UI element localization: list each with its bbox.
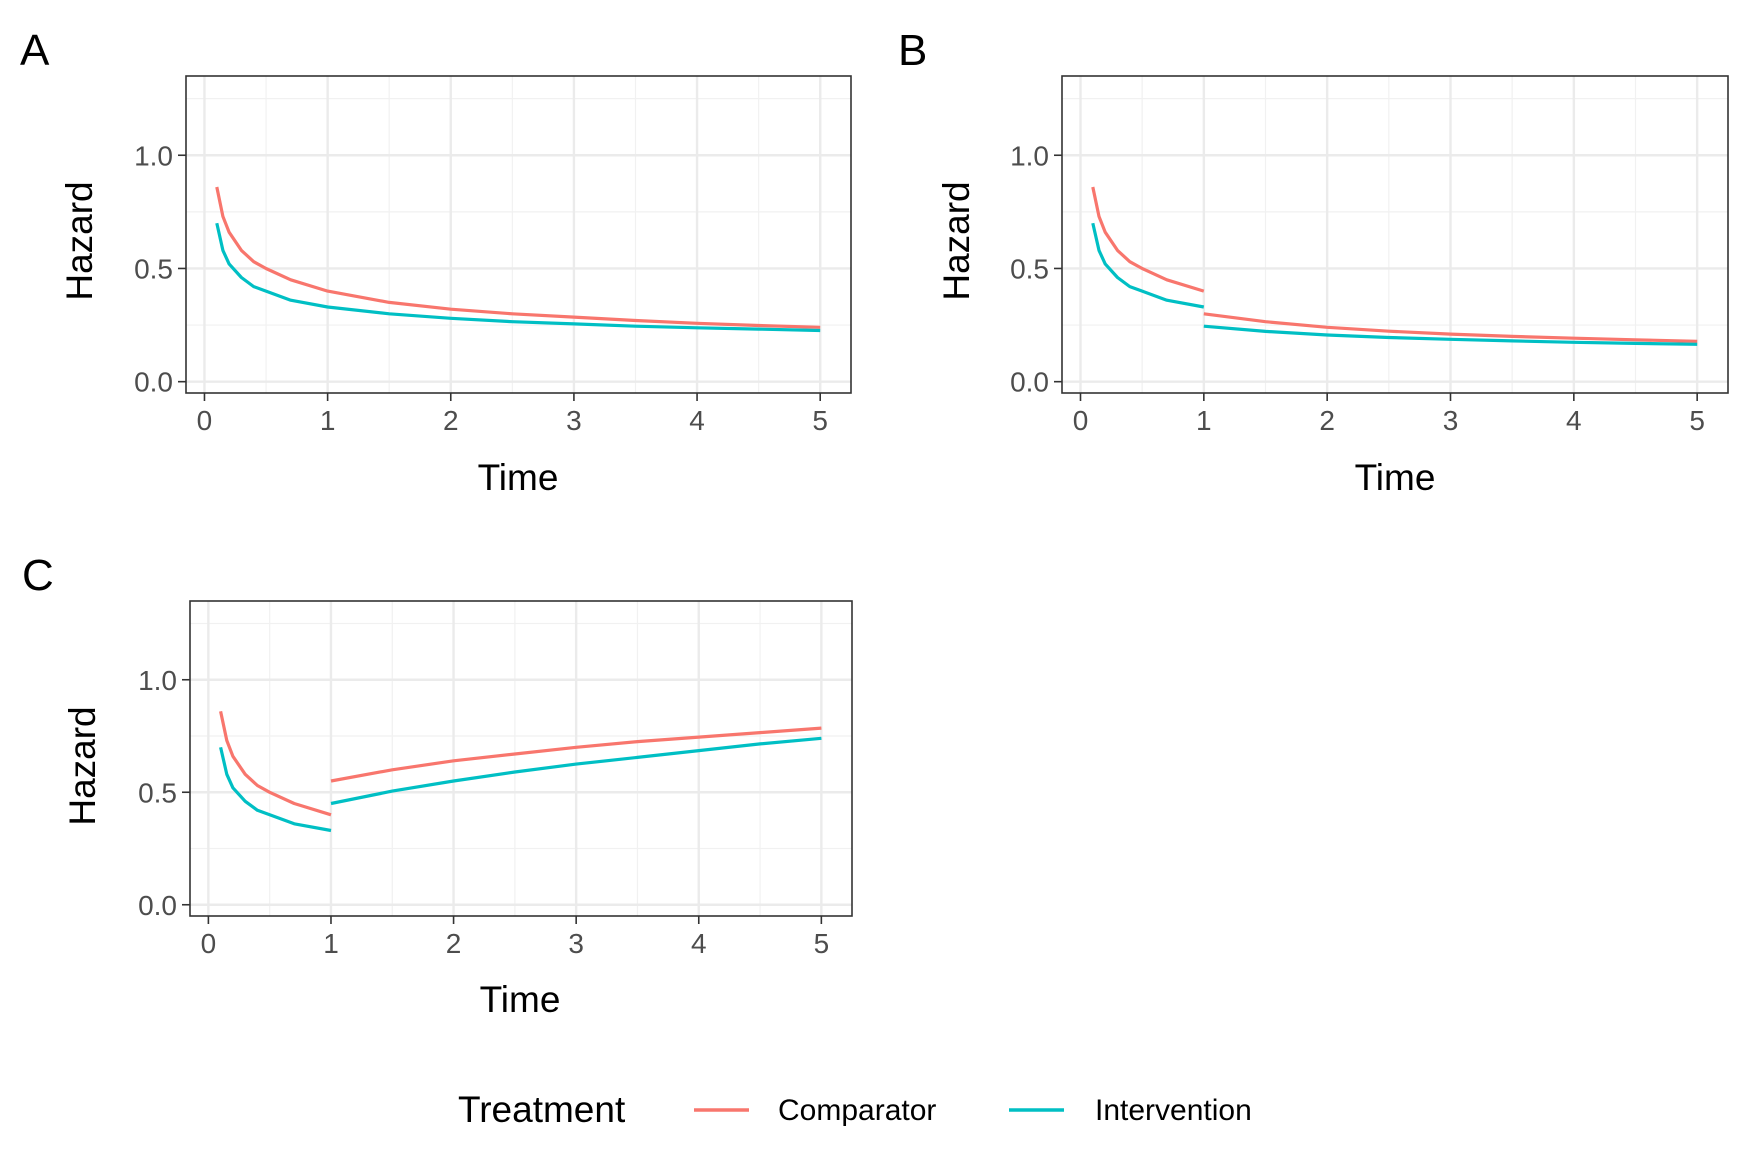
panel-b-y-tick-label: 1.0 (1010, 140, 1049, 171)
panel-c-y-tick-label: 1.0 (138, 665, 177, 696)
panel-a-y-tick-label: 0.5 (134, 253, 173, 284)
panel-c-background (190, 601, 852, 916)
panel-a-x-tick-label: 4 (689, 405, 705, 436)
panel-a-x-tick-label: 0 (197, 405, 213, 436)
legend-label-intervention: Intervention (1095, 1094, 1252, 1127)
panel-c-plot: 0 1 2 3 4 5 0.0 0.5 1.0 (138, 600, 853, 959)
panel-c-ylabel: Hazard (62, 706, 103, 825)
panel-a-y-tick-label: 0.0 (134, 367, 173, 398)
panel-b-x-tick-label: 1 (1196, 405, 1212, 436)
panel-c-x-tick-label: 3 (568, 928, 584, 959)
panel-b-series-comparator-line-segment-2 (1203, 312, 1698, 343)
panel-c-series-intervention-line-segment-2 (330, 736, 822, 806)
panel-a-x-tick-label: 1 (320, 405, 336, 436)
panel-b-series-intervention-line-segment-2 (1203, 324, 1698, 346)
panel-c-series-intervention-line-segment-1 (219, 746, 332, 833)
panel-c-x-tick-label: 4 (691, 928, 707, 959)
legend-label-comparator: Comparator (778, 1094, 936, 1127)
panel-a-panel-border (185, 75, 852, 394)
panel-a-xlabel: Time (478, 457, 559, 498)
panel-a-background (186, 76, 851, 393)
panel-c-panel-border (189, 600, 853, 917)
panel-c-x-tick-label: 1 (323, 928, 339, 959)
panel-b-xlabel: Time (1355, 457, 1436, 498)
panel-c-x-tick-label: 2 (446, 928, 462, 959)
panel-b-ylabel: Hazard (936, 181, 977, 300)
panel-b-series-comparator-line-segment-1 (1091, 186, 1205, 293)
panel-c-y-tick-label: 0.5 (138, 777, 177, 808)
panel-a-ylabel: Hazard (59, 181, 100, 300)
panel-a-x-tick-label: 2 (443, 405, 459, 436)
panel-c-series-comparator-line-segment-2 (330, 726, 822, 783)
panel-c-tag: C (22, 551, 54, 600)
panel-a-x-tick-label: 5 (812, 405, 828, 436)
panel-b-tag: B (898, 26, 927, 75)
panel-a: A Hazard Time 0 1 2 3 4 5 0.0 0.5 1.0 (20, 26, 852, 498)
panel-a-x-tick-label: 3 (566, 405, 582, 436)
panel-c-y-tick-label: 0.0 (138, 890, 177, 921)
panel-a-series-intervention-line (215, 222, 821, 333)
panel-b-background (1062, 76, 1728, 393)
panel-a-plot: 0 1 2 3 4 5 0.0 0.5 1.0 (134, 75, 852, 436)
panel-b-panel-border (1061, 75, 1729, 394)
panel-a-series-comparator-line (215, 186, 821, 329)
panel-b-x-tick-label: 3 (1443, 405, 1459, 436)
panel-b-plot: 0 1 2 3 4 5 0.0 0.5 1.0 (1010, 75, 1729, 436)
legend-title: Treatment (458, 1089, 626, 1130)
panel-c-x-tick-label: 0 (201, 928, 217, 959)
panel-c-x-tick-label: 5 (814, 928, 830, 959)
panel-a-y-tick-label: 1.0 (134, 140, 173, 171)
panel-c-series-comparator-line-segment-1 (219, 710, 332, 817)
panel-b-x-tick-label: 2 (1319, 405, 1335, 436)
panel-b-y-tick-label: 0.0 (1010, 367, 1049, 398)
panel-c-xlabel: Time (480, 979, 561, 1020)
panel-b-x-tick-label: 4 (1566, 405, 1582, 436)
panel-b-y-tick-label: 0.5 (1010, 253, 1049, 284)
panel-b-x-tick-label: 0 (1073, 405, 1089, 436)
legend: Treatment Comparator Intervention (458, 1089, 1252, 1130)
panel-b-series-intervention-line-segment-1 (1091, 222, 1205, 309)
panel-c: C Hazard Time 0 1 2 3 4 5 0.0 0.5 1.0 (22, 551, 853, 1020)
panel-a-tag: A (20, 26, 50, 75)
panel-b-x-tick-label: 5 (1689, 405, 1705, 436)
panel-b: B Hazard Time 0 1 2 3 4 5 0.0 0.5 1.0 (898, 26, 1729, 498)
